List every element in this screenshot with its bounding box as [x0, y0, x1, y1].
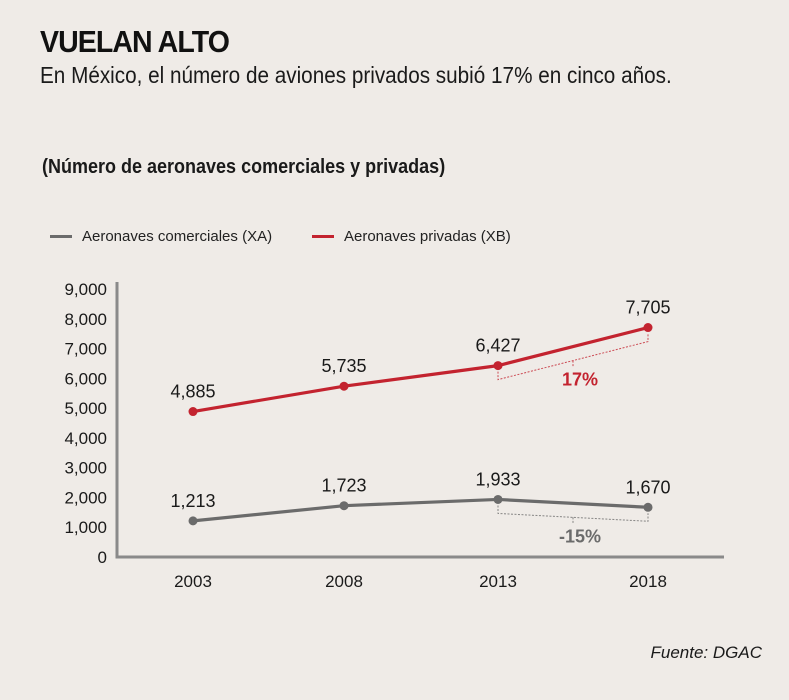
y-tick-label: 3,000: [64, 459, 107, 478]
legend-swatch-comerciales: [50, 235, 72, 238]
y-tick-label: 0: [98, 548, 107, 567]
data-label-comerciales: 1,933: [475, 469, 520, 489]
data-label-privadas: 4,885: [170, 382, 215, 402]
x-tick-label: 2018: [629, 572, 667, 591]
data-point-privadas: [643, 323, 653, 333]
x-tick-label: 2003: [174, 572, 212, 591]
legend-item-comerciales: Aeronaves comerciales (XA): [50, 228, 272, 245]
annotations: 17% -15%: [497, 333, 649, 546]
source-note: Fuente: DGAC: [650, 643, 763, 662]
data-point-comerciales: [188, 516, 198, 526]
annotation-label-comerciales: -15%: [559, 526, 601, 546]
x-tick-label: 2013: [479, 572, 517, 591]
legend-label-privadas: Aeronaves privadas (XB): [344, 228, 511, 245]
annotation-bracket-comerciales: [497, 505, 649, 522]
series-line-comerciales: [192, 497, 649, 523]
data-label-comerciales: 1,723: [321, 476, 366, 496]
y-tick-label: 9,000: [64, 280, 107, 299]
data-point-privadas: [188, 407, 198, 417]
x-tick-label: 2008: [325, 572, 363, 591]
page-subtitle: En México, el número de aviones privados…: [40, 62, 672, 88]
y-tick-label: 4,000: [64, 429, 107, 448]
data-label-comerciales: 1,670: [625, 477, 670, 497]
page-title: VUELAN ALTO: [40, 24, 230, 59]
legend-label-comerciales: Aeronaves comerciales (XA): [82, 228, 273, 245]
x-axis-ticks: 2003 2008 2013 2018: [174, 572, 667, 591]
y-axis-ticks: 0 1,000 2,000 3,000 4,000 5,000 6,000 7,000 8,00…: [64, 280, 107, 567]
annotation-label-privadas: 17%: [562, 370, 598, 390]
data-point-comerciales: [339, 501, 349, 511]
data-label-privadas: 7,705: [625, 298, 670, 318]
y-tick-label: 6,000: [64, 369, 107, 388]
chart-title: (Número de aeronaves comerciales y priva…: [42, 156, 446, 178]
y-tick-label: 1,000: [64, 518, 107, 537]
y-tick-label: 5,000: [64, 399, 107, 418]
legend-swatch-privadas: [312, 235, 334, 238]
legend-item-privadas: Aeronaves privadas (XB): [312, 228, 511, 245]
annotation-bracket-privadas: [497, 333, 649, 381]
data-point-comerciales: [493, 494, 503, 504]
data-point-privadas: [493, 361, 503, 371]
data-label-privadas: 5,735: [321, 356, 366, 376]
data-label-comerciales: 1,213: [170, 491, 215, 511]
data-point-privadas: [339, 381, 349, 391]
data-point-comerciales: [643, 502, 653, 512]
y-tick-label: 8,000: [64, 310, 107, 329]
series-line-privadas: [192, 326, 649, 414]
y-tick-label: 7,000: [64, 340, 107, 359]
series-lines: 1,213 1,723 1,933 1,670 4,885 5,735 6,427 7,705: [170, 298, 671, 526]
y-tick-label: 2,000: [64, 488, 107, 507]
axes: [115, 282, 724, 559]
data-label-privadas: 6,427: [475, 336, 520, 356]
